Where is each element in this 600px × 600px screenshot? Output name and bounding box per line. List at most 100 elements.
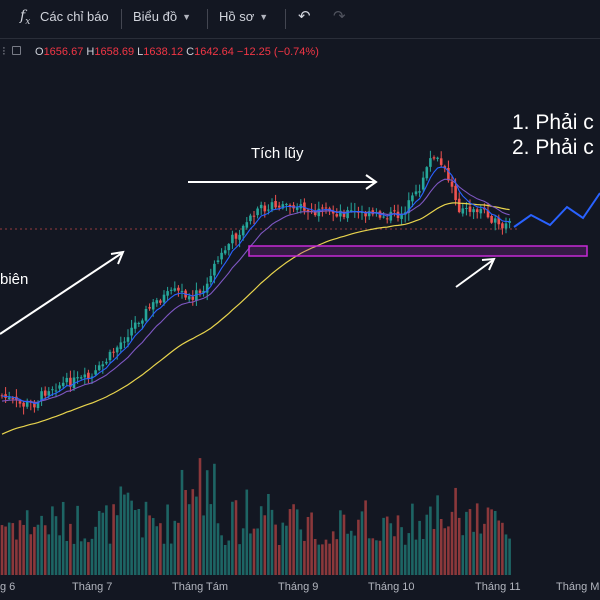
candle <box>58 385 61 389</box>
volume-bar <box>76 505 79 575</box>
volume-bar <box>29 534 33 575</box>
candle <box>22 402 25 407</box>
candle <box>180 290 184 292</box>
candle <box>36 402 40 408</box>
price-chart[interactable]: Tích lũy biên 1. Phải c 2. Phải c g 6 Th… <box>0 60 600 600</box>
candle <box>144 309 148 321</box>
candle <box>274 201 277 208</box>
volume-bar <box>407 533 411 575</box>
volume-bar <box>425 514 429 575</box>
volume-bar <box>364 500 367 575</box>
volume-bar <box>15 539 18 575</box>
volume-bar <box>25 510 29 575</box>
volume-bar <box>414 539 418 575</box>
volume-bar <box>191 489 195 575</box>
candle <box>11 398 15 400</box>
candle <box>241 225 245 236</box>
note-2: 2. Phải c <box>512 136 594 159</box>
volume-bar <box>472 531 475 575</box>
volume-bars <box>0 458 511 575</box>
volume-bar <box>270 509 274 575</box>
candle <box>447 168 450 181</box>
volume-bar <box>421 538 425 575</box>
volume-bar <box>227 540 231 575</box>
chevron-down-icon: ▼ <box>182 12 192 22</box>
volume-bar <box>306 516 310 575</box>
volume-bar <box>346 533 349 575</box>
candle <box>360 211 364 214</box>
candle <box>141 320 144 324</box>
ohlc-close: 1642.64 <box>194 46 234 58</box>
profile-label: Hồ sơ <box>219 9 255 24</box>
volume-bar <box>22 524 25 575</box>
volume-bar <box>357 519 360 575</box>
indicators-button[interactable]: Các chỉ báo <box>40 9 109 29</box>
volume-bar <box>166 504 169 575</box>
volume-bar <box>126 492 130 575</box>
volume-bar <box>403 544 407 575</box>
volume-bar <box>180 469 184 575</box>
volume-bar <box>238 544 241 575</box>
volume-bar <box>483 523 486 575</box>
volume-bar <box>249 533 252 575</box>
volume-bar <box>97 510 101 575</box>
volume-bar <box>173 520 177 575</box>
volume-bar <box>324 539 328 575</box>
volume-bar <box>36 524 40 575</box>
candle <box>429 158 432 167</box>
arrow-up-left[interactable] <box>0 252 123 335</box>
accumulation-label: Tích lũy <box>251 145 304 162</box>
candle <box>108 351 112 361</box>
candle <box>177 287 180 291</box>
candle <box>382 216 385 218</box>
candle <box>285 203 288 205</box>
candle <box>346 210 349 219</box>
volume-bar <box>385 516 389 575</box>
volume-bar <box>241 528 245 575</box>
candle <box>130 327 133 336</box>
candle <box>295 207 299 210</box>
volume-bar <box>108 543 112 575</box>
volume-bar <box>378 540 382 575</box>
annotation-arrows <box>0 174 496 335</box>
chart-type-button[interactable]: Biểu đồ ▼ <box>133 9 191 29</box>
dots-icon[interactable]: ⁝ <box>2 44 6 58</box>
candle <box>151 302 155 310</box>
volume-bar <box>418 520 421 575</box>
candle <box>61 382 65 387</box>
volume-bar <box>198 458 202 575</box>
undo-icon[interactable]: ↶ <box>298 8 311 25</box>
toolbar-divider <box>207 9 208 29</box>
candle <box>277 205 281 208</box>
candle <box>72 377 76 389</box>
toolbar-divider <box>121 9 122 29</box>
volume-bar <box>299 529 303 575</box>
collapse-icon[interactable] <box>12 46 21 55</box>
ohlc-change: −12.25 (−0.74%) <box>236 46 319 58</box>
candle <box>342 212 346 217</box>
volume-bar <box>292 504 295 575</box>
projection-path[interactable] <box>513 192 600 228</box>
chevron-down-icon: ▼ <box>259 12 269 22</box>
volume-bar <box>40 515 43 575</box>
candle <box>457 198 461 213</box>
volume-bar <box>411 503 414 575</box>
volume-bar <box>11 523 15 575</box>
top-toolbar: fx Các chỉ báo Biểu đồ ▼ Hồ sơ ▼ ↶ ↷ <box>0 0 600 39</box>
volume-bar <box>213 463 216 575</box>
support-zone[interactable] <box>248 245 588 257</box>
volume-bar <box>123 494 126 575</box>
candle <box>166 291 169 296</box>
ohlc-high: 1658.69 <box>94 46 135 58</box>
candle <box>209 276 213 283</box>
fx-icon[interactable]: fx <box>20 8 31 27</box>
volume-bar <box>187 504 191 575</box>
volume-bar <box>339 510 342 575</box>
arrow-up-right[interactable] <box>455 259 494 288</box>
candle <box>490 215 493 223</box>
ohlc-open: 1656.67 <box>43 46 84 58</box>
profile-button[interactable]: Hồ sơ ▼ <box>219 9 268 29</box>
candle <box>202 290 205 293</box>
candle <box>69 377 72 387</box>
candle <box>432 157 436 159</box>
